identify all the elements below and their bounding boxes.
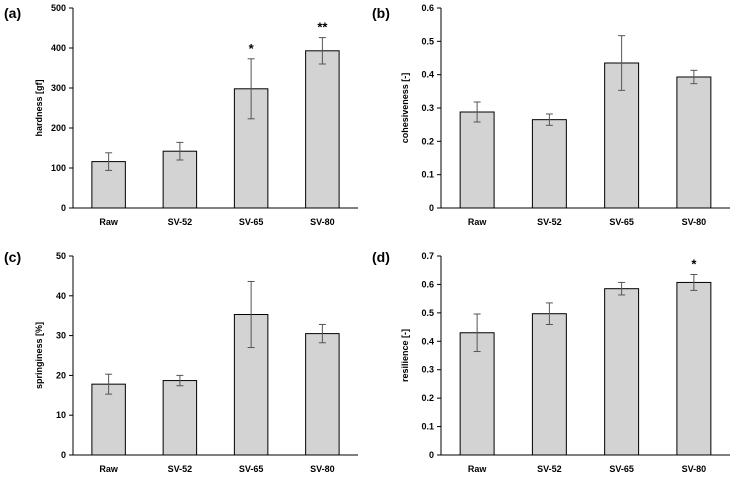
y-tick-label: 0 (429, 450, 434, 460)
y-tick-label: 200 (51, 123, 66, 133)
y-tick-label: 0 (429, 203, 434, 213)
bar-sv-52 (531, 313, 567, 456)
x-category-label: SV-65 (239, 217, 264, 227)
y-tick-label: 0.4 (421, 336, 434, 346)
y-tick-label: 0.3 (421, 103, 434, 113)
bar-sv-52 (162, 380, 198, 456)
bar-raw (459, 111, 495, 209)
x-category-label: SV-65 (239, 464, 264, 474)
y-tick-label: 20 (56, 370, 66, 380)
y-tick-label: 0.5 (421, 36, 434, 46)
y-tick-label: 40 (56, 291, 66, 301)
y-tick-label: 30 (56, 331, 66, 341)
x-category-label: Raw (468, 464, 488, 474)
significance-marker: * (691, 256, 697, 271)
y-axis-label: springiness [%] (34, 322, 44, 389)
y-tick-label: 300 (51, 83, 66, 93)
x-category-label: SV-52 (168, 464, 193, 474)
x-category-label: SV-52 (537, 464, 562, 474)
bar-sv-52 (531, 119, 567, 209)
y-tick-label: 0.4 (421, 70, 434, 80)
x-category-label: SV-65 (609, 464, 634, 474)
y-tick-label: 0 (61, 450, 66, 460)
significance-marker: ** (317, 20, 328, 35)
bar-raw (459, 332, 495, 456)
y-tick-label: 0.6 (421, 3, 434, 13)
x-category-label: SV-52 (168, 217, 193, 227)
panel-label: (c) (4, 249, 21, 265)
bar-sv-80 (305, 333, 340, 456)
x-category-label: SV-80 (310, 464, 335, 474)
chart-panel-2: (b) 0 0.1 0.2 0.3 0.4 0.5 0.6 cohesiveness [-] Ra… (372, 3, 730, 227)
x-category-label: Raw (468, 217, 488, 227)
y-tick-label: 0.7 (421, 251, 434, 261)
y-tick-label: 100 (51, 163, 66, 173)
y-tick-label: 10 (56, 410, 66, 420)
y-axis-label: resilience [-] (400, 329, 410, 382)
panel-label: (d) (372, 249, 390, 265)
y-tick-label: 0.2 (421, 136, 434, 146)
y-tick-label: 0.1 (421, 170, 434, 180)
y-tick-label: 0 (61, 203, 66, 213)
y-tick-label: 0.5 (421, 308, 434, 318)
y-tick-label: 50 (56, 251, 66, 261)
chart-panel-4: (d) 0 0.1 0.2 0.3 0.4 0.5 0.6 0.7 resilience [-] R… (372, 249, 730, 474)
y-tick-label: 500 (51, 3, 66, 13)
y-tick-label: 0.1 (421, 422, 434, 432)
panel-label: (a) (4, 5, 21, 21)
y-tick-label: 0.3 (421, 365, 434, 375)
bar-sv-80 (305, 50, 340, 209)
significance-marker: * (249, 41, 255, 56)
x-category-label: Raw (99, 464, 119, 474)
x-category-label: SV-80 (682, 464, 707, 474)
bar-sv-80 (676, 281, 712, 456)
bar-sv-52 (162, 150, 198, 209)
x-category-label: SV-80 (310, 217, 335, 227)
y-tick-label: 400 (51, 43, 66, 53)
y-axis-label: cohesiveness [-] (400, 73, 410, 144)
bar-sv-80 (676, 76, 712, 209)
x-category-label: SV-52 (537, 217, 562, 227)
x-category-label: SV-80 (682, 217, 707, 227)
panel-label: (b) (372, 5, 390, 21)
y-tick-label: 0.2 (421, 393, 434, 403)
chart-panel-1: (a) 0 100 200 300 400 500 hardness [gf] Raw SV-52… (4, 3, 358, 227)
y-axis-label: hardness [gf] (34, 79, 44, 136)
y-tick-label: 0.6 (421, 279, 434, 289)
bar-raw (91, 383, 126, 456)
chart-panel-3: (c) 0 10 20 30 40 50 springiness [%] Raw SV-52 SV-… (4, 249, 358, 474)
x-category-label: Raw (99, 217, 119, 227)
bar-sv-65 (604, 288, 640, 456)
x-category-label: SV-65 (609, 217, 634, 227)
